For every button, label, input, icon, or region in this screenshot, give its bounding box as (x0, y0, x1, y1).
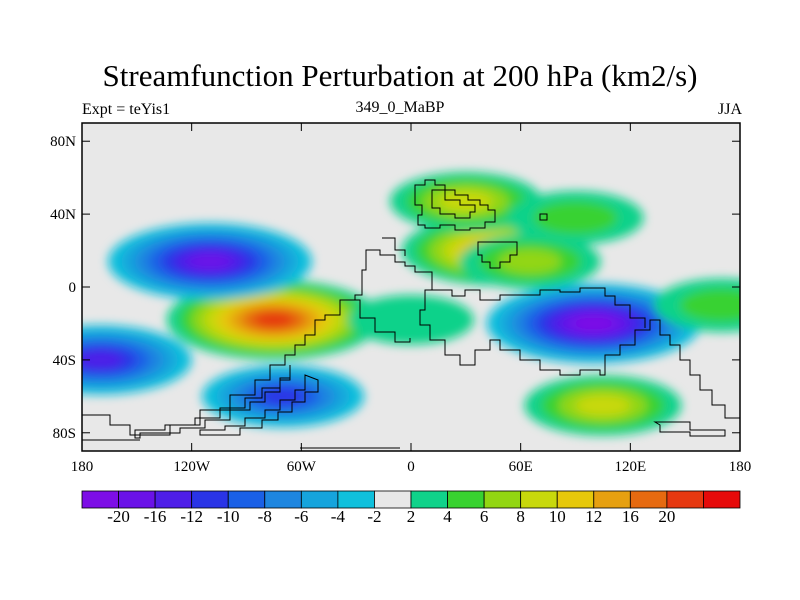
contour-band (254, 312, 294, 328)
colorbar-label: 6 (479, 507, 489, 526)
colorbar-swatch (520, 490, 558, 509)
x-tick-label: 0 (407, 459, 415, 475)
colorbar-swatch (81, 490, 119, 509)
colorbar-swatch (264, 490, 302, 509)
colorbar-swatch (191, 490, 229, 509)
colorbar-label: -8 (257, 507, 272, 526)
x-tick-label: 120E (614, 459, 646, 475)
contour-band (439, 191, 493, 212)
colorbar-label: 8 (516, 507, 525, 526)
colorbar-label: -16 (143, 507, 167, 526)
field-feature (166, 279, 381, 360)
colorbar-swatch (118, 490, 156, 509)
colorbar-swatch (300, 490, 339, 509)
field-feature (108, 223, 312, 300)
contour-band (575, 394, 631, 416)
colorbar-label: 12 (585, 507, 603, 526)
field-feature (348, 295, 474, 345)
x-tick-label: 120W (173, 459, 211, 475)
field-feature (507, 191, 644, 245)
colorbar-swatch (227, 490, 266, 509)
field-feature (202, 365, 365, 428)
contour-fill-layer (82, 123, 740, 451)
colorbar-label: -2 (367, 507, 382, 526)
colorbar-label: 2 (406, 507, 416, 526)
axis-ticks (81, 123, 741, 451)
colorbar-label: -4 (330, 507, 345, 526)
experiment-label: Expt = teYis1 (82, 101, 171, 118)
colorbar-label: -10 (216, 507, 240, 526)
colorbar (81, 490, 741, 509)
colorbar-swatch (703, 490, 741, 509)
contour-band (573, 316, 614, 331)
contour-band (533, 201, 618, 235)
colorbar-swatch (629, 490, 668, 509)
colorbar-swatch (374, 490, 412, 509)
x-tick-label: 180 (71, 459, 94, 475)
contour-band (498, 249, 562, 274)
y-tick-label: 40S (53, 353, 76, 369)
coastline-outline (82, 179, 740, 449)
field-feature (524, 375, 682, 436)
colorbar-label: 10 (548, 507, 566, 526)
colorbar-swatch (154, 490, 193, 509)
y-tick-label: 40N (50, 207, 76, 223)
colorbar-label: 4 (443, 507, 452, 526)
field-feature (459, 234, 601, 289)
x-tick-label: 180 (729, 459, 752, 475)
colorbar-label: 16 (621, 507, 639, 526)
colorbar-swatch (483, 490, 522, 509)
y-tick-label: 80S (53, 426, 76, 442)
case-label: 349_0_MaBP (355, 99, 445, 116)
colorbar-label: -20 (107, 507, 130, 526)
y-tick-label: 80N (50, 134, 76, 150)
colorbar-label: -12 (180, 507, 203, 526)
contour-band (82, 351, 123, 369)
field-feature (82, 325, 192, 395)
field-feature (390, 172, 542, 231)
chart-title: Streamfunction Perturbation at 200 hPa (… (102, 58, 698, 93)
colorbar-swatch (593, 490, 631, 509)
colorbar-swatch (556, 490, 595, 509)
contour-band (348, 295, 474, 345)
colorbar-label: 20 (658, 507, 676, 526)
colorbar-swatch (666, 490, 704, 509)
colorbar-label: -6 (294, 507, 309, 526)
colorbar-swatch (447, 490, 485, 509)
field-feature (653, 278, 740, 332)
contour-band (188, 253, 232, 270)
contour-band (679, 288, 740, 322)
season-label: JJA (717, 101, 742, 118)
y-tick-label: 0 (69, 280, 77, 296)
x-tick-label: 60W (287, 459, 317, 475)
colorbar-swatch (337, 490, 375, 509)
colorbar-swatch (410, 490, 448, 509)
x-tick-label: 60E (509, 459, 533, 475)
